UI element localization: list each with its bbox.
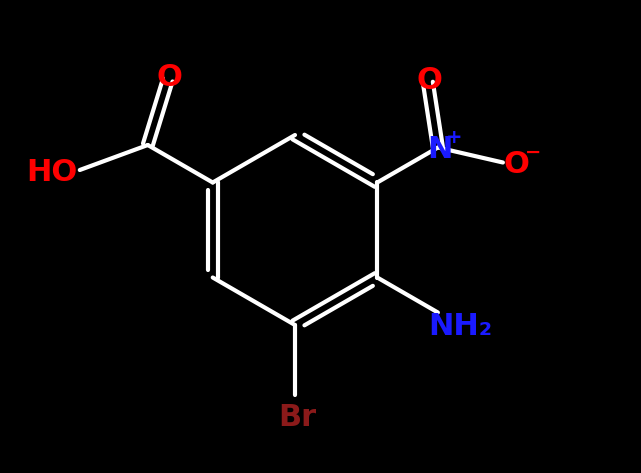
- Text: O: O: [157, 63, 183, 93]
- Text: −: −: [525, 143, 541, 162]
- Text: O: O: [504, 150, 530, 179]
- Text: N: N: [427, 135, 453, 164]
- Text: +: +: [445, 128, 462, 147]
- Text: Br: Br: [278, 403, 316, 431]
- Text: NH₂: NH₂: [428, 312, 492, 341]
- Text: HO: HO: [26, 158, 78, 186]
- Text: O: O: [417, 66, 443, 95]
